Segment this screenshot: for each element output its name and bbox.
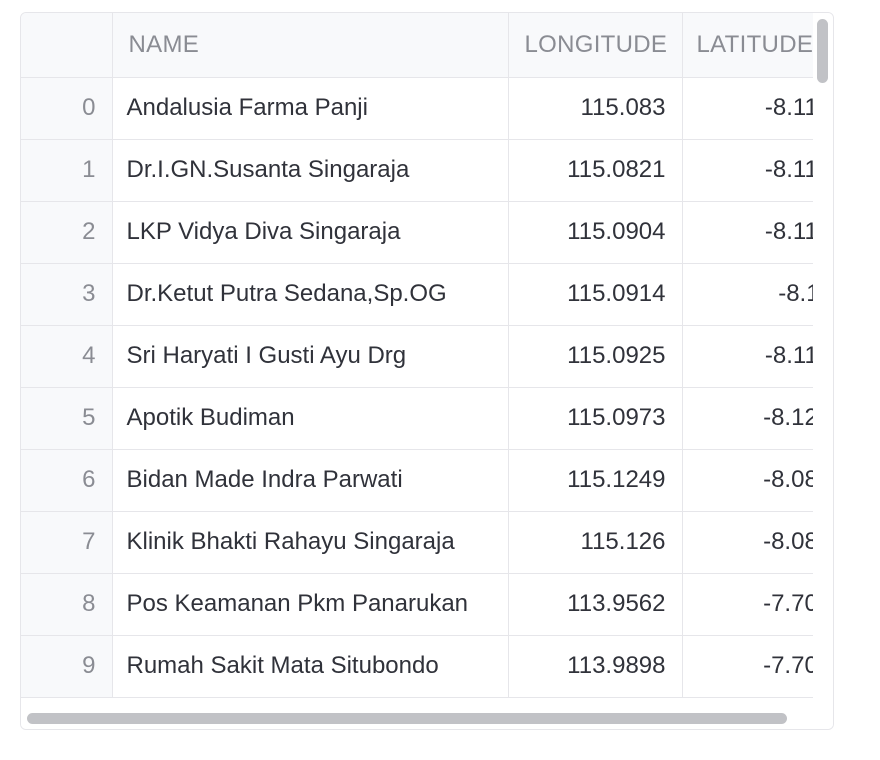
- table-row: 6 Bidan Made Indra Parwati 115.1249 -8.0…: [21, 449, 815, 512]
- latitude-cell[interactable]: -8.1159: [682, 201, 815, 264]
- column-header-index[interactable]: [21, 13, 113, 78]
- table-row: 7 Klinik Bhakti Rahayu Singaraja 115.126…: [21, 511, 815, 574]
- table-body: 0 Andalusia Farma Panji 115.083 -8.1167 …: [21, 77, 815, 698]
- data-table-viewport[interactable]: NAME LONGITUDE LATITUDE 0 Andalusia Farm…: [21, 13, 815, 711]
- name-cell[interactable]: Klinik Bhakti Rahayu Singaraja: [112, 511, 509, 574]
- longitude-cell[interactable]: 115.083: [508, 77, 683, 140]
- name-cell[interactable]: LKP Vidya Diva Singaraja: [112, 201, 509, 264]
- data-table-frame: NAME LONGITUDE LATITUDE 0 Andalusia Farm…: [20, 12, 834, 730]
- name-cell[interactable]: Apotik Budiman: [112, 387, 509, 450]
- name-cell[interactable]: Bidan Made Indra Parwati: [112, 449, 509, 512]
- table-row: 2 LKP Vidya Diva Singaraja 115.0904 -8.1…: [21, 201, 815, 264]
- name-cell[interactable]: Dr.I.GN.Susanta Singaraja: [112, 139, 509, 202]
- latitude-cell[interactable]: -7.7092: [682, 635, 815, 698]
- table-row: 8 Pos Keamanan Pkm Panarukan 113.9562 -7…: [21, 573, 815, 636]
- row-index-cell: 4: [21, 325, 113, 388]
- longitude-cell[interactable]: 113.9898: [508, 635, 683, 698]
- longitude-cell[interactable]: 115.126: [508, 511, 683, 574]
- name-cell[interactable]: Dr.Ketut Putra Sedana,Sp.OG: [112, 263, 509, 326]
- table-row: 1 Dr.I.GN.Susanta Singaraja 115.0821 -8.…: [21, 139, 815, 202]
- latitude-cell[interactable]: -8.1156: [682, 139, 815, 202]
- latitude-cell[interactable]: -8.114: [682, 263, 815, 326]
- column-header-longitude[interactable]: LONGITUDE: [508, 13, 683, 78]
- row-index-cell: 7: [21, 511, 113, 574]
- horizontal-scrollbar[interactable]: [21, 709, 833, 729]
- table-row: 4 Sri Haryati I Gusti Ayu Drg 115.0925 -…: [21, 325, 815, 388]
- longitude-cell[interactable]: 115.0914: [508, 263, 683, 326]
- latitude-cell[interactable]: -8.0891: [682, 511, 815, 574]
- name-cell[interactable]: Pos Keamanan Pkm Panarukan: [112, 573, 509, 636]
- longitude-cell[interactable]: 115.0925: [508, 325, 683, 388]
- horizontal-scrollbar-thumb[interactable]: [27, 713, 787, 724]
- row-index-cell: 3: [21, 263, 113, 326]
- longitude-cell[interactable]: 113.9562: [508, 573, 683, 636]
- longitude-cell[interactable]: 115.0904: [508, 201, 683, 264]
- longitude-cell[interactable]: 115.0973: [508, 387, 683, 450]
- latitude-cell[interactable]: -8.0895: [682, 449, 815, 512]
- column-header-name[interactable]: NAME: [112, 13, 509, 78]
- vertical-scrollbar[interactable]: [813, 13, 833, 711]
- table-row: 9 Rumah Sakit Mata Situbondo 113.9898 -7…: [21, 635, 815, 698]
- name-cell[interactable]: Rumah Sakit Mata Situbondo: [112, 635, 509, 698]
- data-table: NAME LONGITUDE LATITUDE 0 Andalusia Farm…: [21, 13, 815, 698]
- latitude-cell[interactable]: -8.1253: [682, 387, 815, 450]
- longitude-cell[interactable]: 115.0821: [508, 139, 683, 202]
- longitude-cell[interactable]: 115.1249: [508, 449, 683, 512]
- table-row: 3 Dr.Ketut Putra Sedana,Sp.OG 115.0914 -…: [21, 263, 815, 326]
- row-index-cell: 5: [21, 387, 113, 450]
- row-index-cell: 9: [21, 635, 113, 698]
- table-row: 5 Apotik Budiman 115.0973 -8.1253: [21, 387, 815, 450]
- column-header-latitude[interactable]: LATITUDE: [682, 13, 815, 78]
- header-row: NAME LONGITUDE LATITUDE: [21, 13, 815, 78]
- row-index-cell: 0: [21, 77, 113, 140]
- row-index-cell: 2: [21, 201, 113, 264]
- name-cell[interactable]: Andalusia Farma Panji: [112, 77, 509, 140]
- latitude-cell[interactable]: -7.7027: [682, 573, 815, 636]
- latitude-cell[interactable]: -8.1167: [682, 77, 815, 140]
- name-cell[interactable]: Sri Haryati I Gusti Ayu Drg: [112, 325, 509, 388]
- row-index-cell: 8: [21, 573, 113, 636]
- table-row: 0 Andalusia Farma Panji 115.083 -8.1167: [21, 77, 815, 140]
- vertical-scrollbar-thumb[interactable]: [817, 19, 828, 83]
- row-index-cell: 1: [21, 139, 113, 202]
- row-index-cell: 6: [21, 449, 113, 512]
- latitude-cell[interactable]: -8.1109: [682, 325, 815, 388]
